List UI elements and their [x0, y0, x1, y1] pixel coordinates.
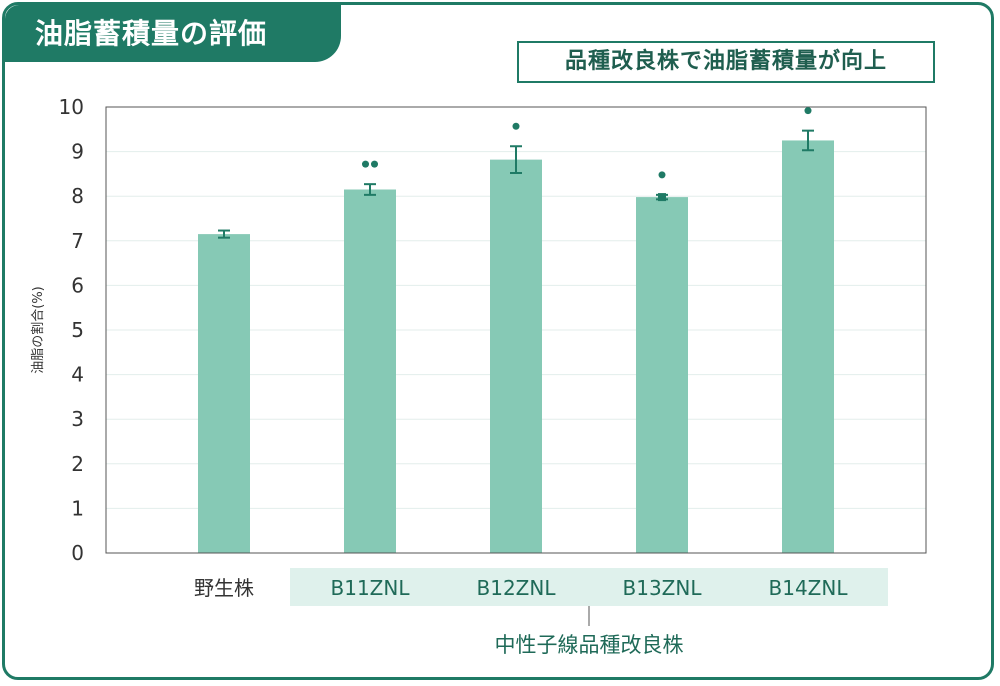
x-tick-label-B14ZNL: B14ZNL: [769, 576, 849, 600]
bar-B14ZNL: [782, 140, 834, 553]
group-label: 中性子線品種改良株: [495, 633, 684, 657]
error-marker-B13ZNL: [658, 193, 666, 202]
significance-dot-B12ZNL: [512, 122, 520, 130]
y-axis-label: 油脂の割合(%): [30, 286, 46, 374]
significance-dot-B13ZNL: [658, 171, 666, 179]
y-tick-label: 1: [71, 496, 84, 520]
bar-B13ZNL: [636, 197, 688, 554]
highlight-note: 品種改良株で油脂蓄積量が向上: [517, 41, 935, 83]
labels: 0 1 2 3 4 5 6 7 8 9 10 油脂の割合(%) 野生株 B11ZNL B12ZNL B13ZN…: [30, 95, 848, 657]
bar-B11ZNL: [344, 189, 396, 553]
y-tick-label: 8: [71, 184, 84, 208]
bars: [198, 129, 834, 554]
y-tick-label: 9: [71, 140, 84, 164]
y-tick-label: 0: [71, 541, 84, 565]
y-tick-label: 3: [71, 407, 84, 431]
y-tick-label: 7: [71, 229, 84, 253]
y-tick-label: 4: [71, 363, 84, 387]
group-band-layer: [290, 568, 888, 606]
x-tick-label-野生株: 野生株: [194, 576, 254, 600]
x-tick-label-B12ZNL: B12ZNL: [477, 576, 557, 600]
x-tick-label-B13ZNL: B13ZNL: [623, 576, 703, 600]
bar-B12ZNL: [490, 159, 542, 554]
page-title: 油脂蓄積量の評価: [5, 5, 341, 62]
x-tick-label-B11ZNL: B11ZNL: [331, 576, 411, 600]
bar-野生株: [198, 234, 250, 554]
significance-dot-B14ZNL: [804, 107, 812, 115]
significance-dot-B11ZNL: [371, 160, 378, 168]
y-tick-label: 6: [71, 273, 84, 297]
y-tick-label: 2: [71, 452, 84, 476]
significance-dot-B11ZNL: [362, 160, 369, 168]
axes: [105, 106, 927, 554]
group-band: [290, 568, 888, 606]
y-tick-label: 10: [59, 95, 84, 119]
y-tick-label: 5: [71, 318, 84, 342]
plot-border: [105, 106, 927, 554]
